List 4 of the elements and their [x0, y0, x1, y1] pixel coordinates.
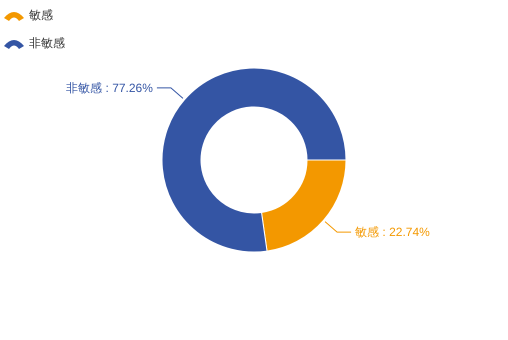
data-label: 敏感 : 22.74% [355, 225, 430, 240]
legend-label: 敏感 [29, 8, 53, 22]
legend-label: 非敏感 [29, 36, 65, 50]
data-label: 非敏感 : 77.26% [66, 80, 154, 95]
